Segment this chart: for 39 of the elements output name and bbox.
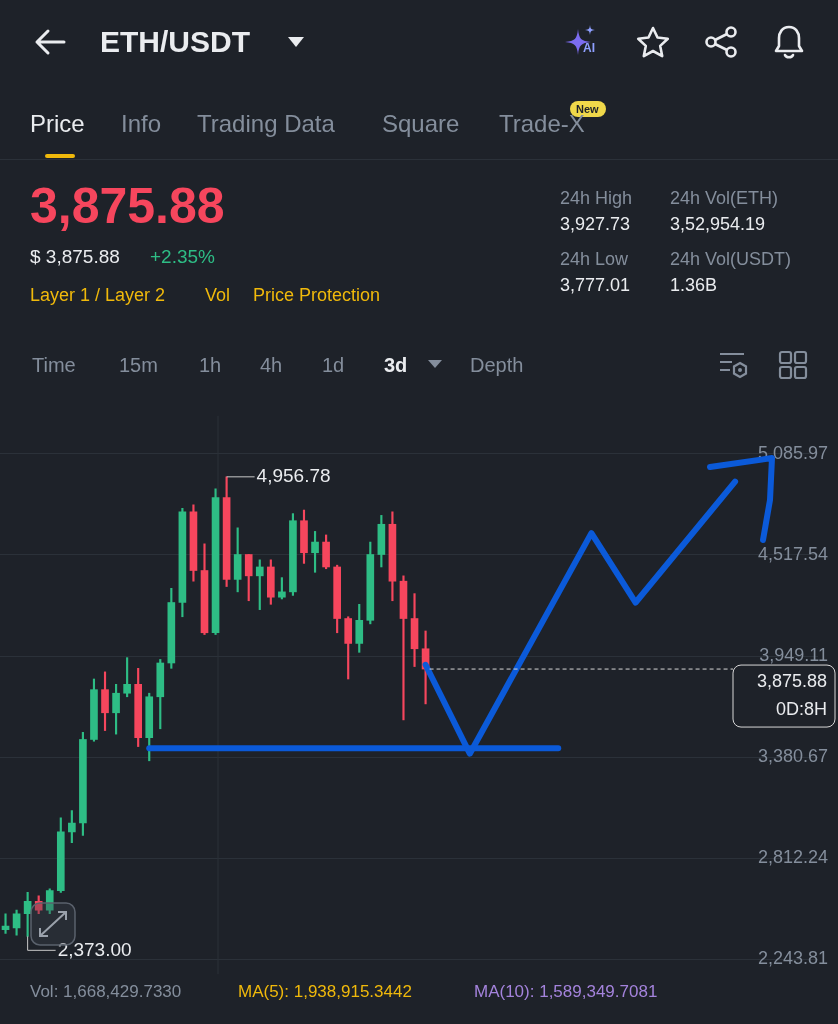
text: 3,52,954.19	[670, 213, 766, 235]
text: Price	[30, 110, 85, 138]
y-tick-label: 4,517.54	[757, 543, 828, 564]
y-tick-label: 3,949.11	[759, 645, 828, 665]
text: 1h	[199, 353, 222, 377]
text: Time	[32, 353, 76, 377]
y-tick-label: 3,380.67	[757, 746, 828, 767]
text: 24h Vol(ETH)	[670, 187, 779, 209]
text: $ 3,875.88	[30, 246, 120, 268]
text: MA(10): 1,589,349.7081	[474, 982, 658, 1002]
text: 1d	[322, 353, 345, 377]
text: Trading Data	[197, 110, 335, 138]
text: 1.36B	[670, 274, 718, 296]
candlestick	[399, 575, 408, 721]
chart-title: ETH/USDT	[100, 24, 250, 60]
ref-line-label: 3,875.88 0D:8H	[756, 671, 827, 720]
text: 24h Vol(USDT)	[670, 248, 792, 270]
text: Price Protection	[253, 284, 381, 306]
text: Depth	[470, 353, 524, 377]
text: +2.35%	[150, 246, 215, 268]
text: Vol	[205, 284, 231, 306]
annotation: 4,956.78	[256, 465, 331, 487]
text: Square	[382, 110, 460, 138]
text: 24h Low	[560, 248, 629, 270]
text: 24h High	[560, 187, 633, 209]
annotation: 2,373.00	[57, 938, 132, 960]
text: MA(5): 1,938,915.3442	[238, 982, 412, 1002]
text: Vol: 1,668,429.7330	[30, 982, 182, 1002]
text: 3d	[384, 353, 408, 377]
y-tick-label: 2,812.24	[757, 847, 828, 868]
text: Info	[121, 110, 162, 138]
text: 3,927.73	[560, 213, 631, 235]
text: 3,875.88	[30, 178, 225, 236]
text: Layer 1 / Layer 2	[30, 284, 166, 306]
text: 15m	[119, 353, 158, 377]
text: 4h	[260, 353, 283, 377]
text: AI	[583, 41, 595, 56]
text: 3,777.01	[560, 274, 631, 296]
y-tick-label: 2,243.81	[757, 948, 828, 969]
